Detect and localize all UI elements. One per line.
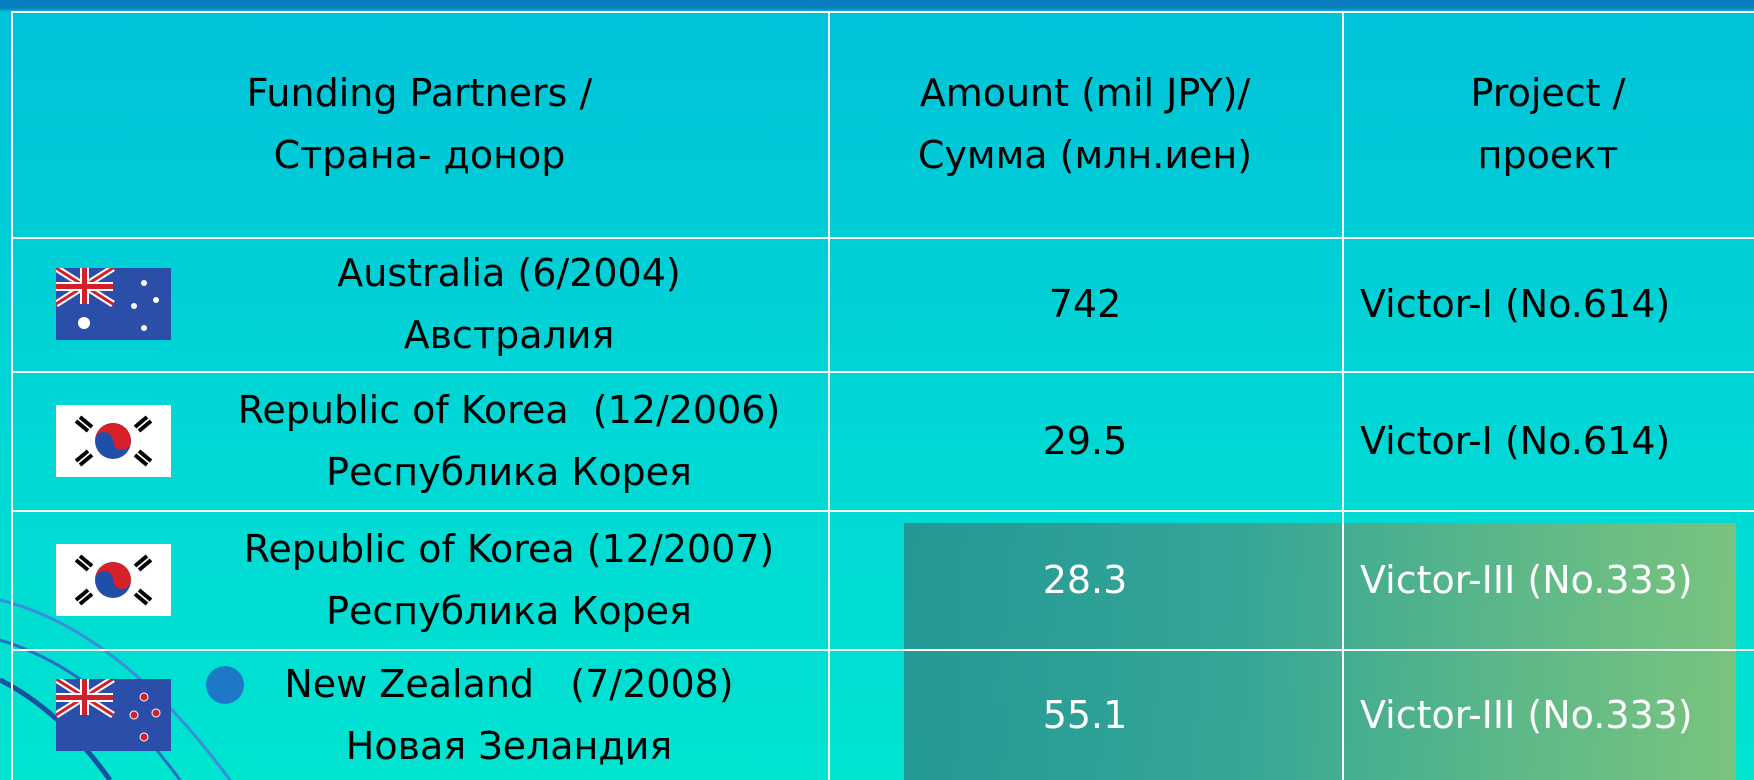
slide: Funding Partners /Страна- донорAmount (m… [0,0,1754,780]
flag [56,405,171,477]
cell-text: Republic of Korea (12/2006) [238,379,781,441]
cell-text: 28.3 [1043,549,1128,611]
table: Funding Partners /Страна- донорAmount (m… [0,0,1754,780]
project-cell: Victor-I (No.614) [1342,237,1754,371]
amount-cell: 28.3 [828,510,1342,649]
cell-text: проект [1478,124,1619,186]
header-cell: Funding Partners /Страна- донор [11,11,828,237]
cell-text: New Zealand (7/2008) [284,653,733,715]
amount-cell: 55.1 [828,649,1342,780]
cell-text: Republic of Korea (12/2007) [244,518,775,580]
partner-cell: Republic of Korea (12/2006)Республика Ко… [190,371,828,510]
cell-text: 742 [1049,273,1122,335]
cell-text: 55.1 [1043,684,1128,746]
flag [56,268,171,340]
cell-text: Funding Partners / [247,62,593,124]
partner-cell: New Zealand (7/2008)Новая Зеландия [190,649,828,780]
amount-cell: 742 [828,237,1342,371]
header-cell: Amount (mil JPY)/Сумма (млн.иен) [828,11,1342,237]
partner-cell: Australia (6/2004)Австралия [190,237,828,371]
cell-text: Новая Зеландия [346,715,672,777]
cell-text: Страна- донор [274,124,566,186]
cell-text: Project / [1471,62,1626,124]
flag [56,679,171,751]
amount-cell: 29.5 [828,371,1342,510]
project-cell: Victor-I (No.614) [1342,371,1754,510]
cell-text: Victor-III (No.333) [1360,684,1693,746]
cell-text: Australia (6/2004) [337,242,681,304]
cell-text: Сумма (млн.иен) [918,124,1252,186]
cell-text: 29.5 [1043,410,1128,472]
project-cell: Victor-III (No.333) [1342,649,1754,780]
flag [56,544,171,616]
cell-text: Республика Корея [326,441,692,503]
partner-cell: Republic of Korea (12/2007)Республика Ко… [190,510,828,649]
header-cell: Project /проект [1342,11,1754,237]
cell-text: Республика Корея [326,580,692,642]
cell-text: Австралия [404,304,615,366]
cell-text: Victor-III (No.333) [1360,549,1693,611]
cell-text: Victor-I (No.614) [1360,273,1670,335]
project-cell: Victor-III (No.333) [1342,510,1754,649]
cell-text: Victor-I (No.614) [1360,410,1670,472]
cell-text: Amount (mil JPY)/ [920,62,1251,124]
